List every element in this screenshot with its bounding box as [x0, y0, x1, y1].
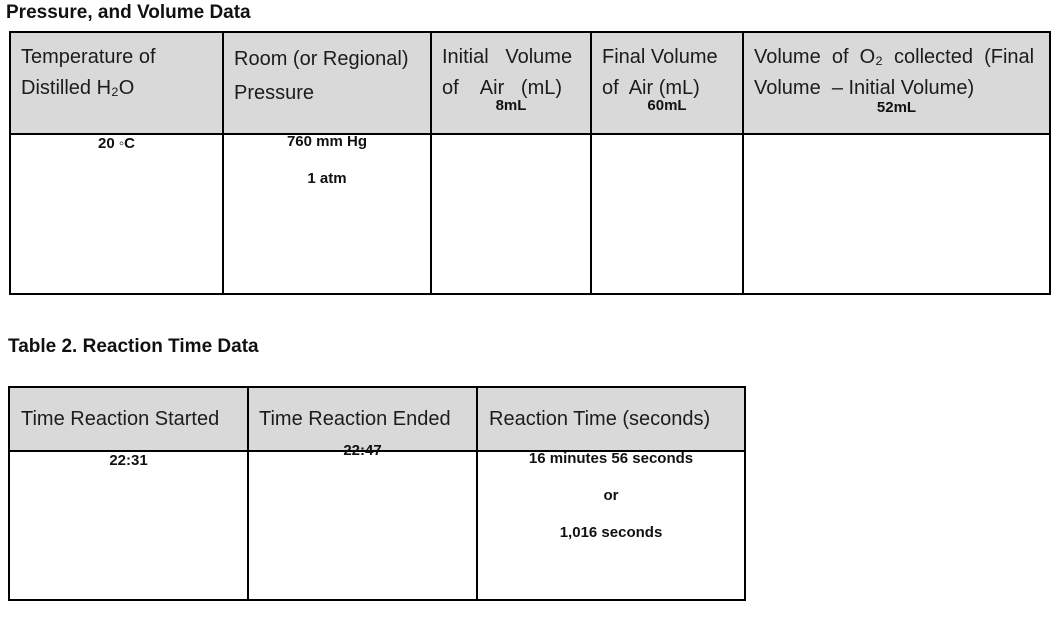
o2-collected-value: 52mL — [876, 99, 917, 116]
header-line: Final Volume — [602, 46, 718, 68]
cell-final-volume: 60mL — [590, 97, 744, 295]
header-line: Volume – Initial Volume) — [754, 77, 975, 99]
header-room-pressure: Room (or Regional) Pressure — [222, 31, 432, 135]
header-line: of Air (mL) — [602, 77, 700, 99]
table-row: 22:31 22:47 16 minutes 56 seconds or 1,0… — [8, 442, 746, 601]
cell-reaction-time: 16 minutes 56 seconds or 1,016 seconds — [476, 450, 746, 601]
table-1-caption: Pressure, and Volume Data — [6, 2, 251, 23]
cell-o2-collected: 52mL — [742, 99, 1051, 295]
cell-time-started: 22:31 — [8, 450, 249, 601]
header-line: Pressure — [234, 82, 315, 104]
initial-volume-value: 8mL — [495, 97, 527, 114]
time-ended-value: 22:47 — [343, 442, 382, 459]
header-time-ended: Time Reaction Ended — [247, 386, 478, 452]
pressure-volume-table: Temperature of Distilled H₂O Room (or Re… — [9, 31, 1051, 295]
reaction-time-or: or — [603, 487, 619, 504]
table-row: 20 ◦C 760 mm Hg 1 atm 8mL 60mL 52mL — [9, 97, 1051, 295]
header-line: Time Reaction Ended — [259, 407, 451, 430]
header-line: Time Reaction Started — [21, 407, 220, 430]
pressure-atm: 1 atm — [307, 170, 347, 187]
header-time-started: Time Reaction Started — [8, 386, 249, 452]
cell-initial-volume: 8mL — [430, 97, 592, 295]
cell-time-ended: 22:47 — [247, 442, 478, 601]
header-line: Room (or Regional) — [234, 48, 409, 70]
reaction-time-seconds: 1,016 seconds — [559, 524, 663, 541]
header-reaction-time: Reaction Time (seconds) — [476, 386, 746, 452]
header-line: Volume of O₂ collected (Final — [754, 46, 1035, 68]
final-volume-value: 60mL — [647, 97, 687, 114]
header-line: of Air (mL) — [442, 77, 563, 99]
header-o2-collected: Volume of O₂ collected (Final Volume – I… — [742, 31, 1051, 135]
table-header-row: Time Reaction Started Time Reaction Ende… — [8, 386, 746, 452]
header-line: Reaction Time (seconds) — [489, 407, 711, 430]
table-2-caption: Table 2. Reaction Time Data — [8, 336, 259, 357]
header-final-volume: Final Volume of Air (mL) — [590, 31, 744, 135]
table-header-row: Temperature of Distilled H₂O Room (or Re… — [9, 31, 1051, 135]
pressure-mmhg: 760 mm Hg — [286, 133, 368, 150]
cell-pressure: 760 mm Hg 1 atm — [222, 133, 432, 295]
cell-temperature: 20 ◦C — [9, 133, 224, 295]
header-initial-volume: Initial Volume of Air (mL) — [430, 31, 592, 135]
header-line: Temperature of — [21, 46, 156, 68]
reaction-time-table: Time Reaction Started Time Reaction Ende… — [8, 386, 746, 601]
header-temperature: Temperature of Distilled H₂O — [9, 31, 224, 135]
header-line: Distilled H₂O — [21, 77, 135, 99]
header-line: Initial Volume — [442, 46, 573, 68]
reaction-time-minutes: 16 minutes 56 seconds — [528, 450, 694, 467]
